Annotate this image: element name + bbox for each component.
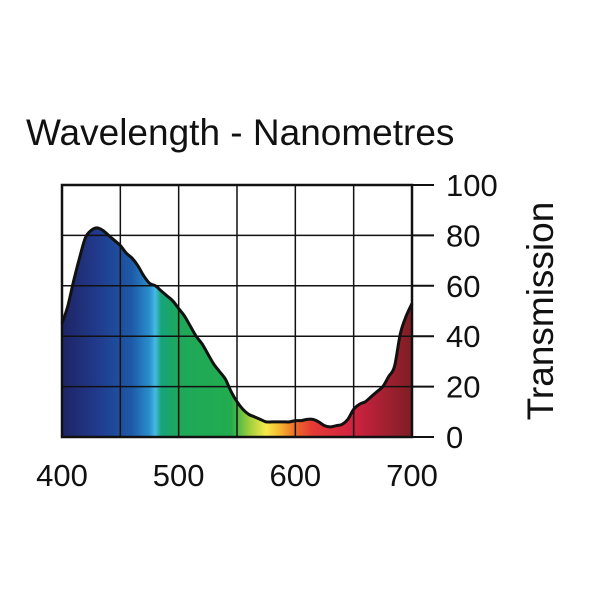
y-tick-label: 20 <box>446 370 480 405</box>
x-axis: 400 500 600 700 <box>36 458 438 493</box>
x-tick-label: 700 <box>386 458 438 493</box>
y-axis: 0 20 40 60 80 100 <box>412 168 498 455</box>
chart-title: Wavelength - Nanometres <box>26 112 454 153</box>
y-tick-label: 100 <box>446 168 498 203</box>
plot-frame <box>60 183 414 439</box>
y-tick-label: 0 <box>446 420 463 455</box>
transmission-area <box>62 227 412 437</box>
x-tick-label: 600 <box>269 458 321 493</box>
x-tick-label: 500 <box>153 458 205 493</box>
y-tick-label: 60 <box>446 269 480 304</box>
y-tick-label: 40 <box>446 319 480 354</box>
y-tick-label: 80 <box>446 218 480 253</box>
y-axis-label: Transmission <box>520 202 561 421</box>
grid <box>62 185 412 437</box>
transmission-line <box>60 226 414 429</box>
x-tick-label: 400 <box>36 458 88 493</box>
plot-area <box>60 183 414 439</box>
